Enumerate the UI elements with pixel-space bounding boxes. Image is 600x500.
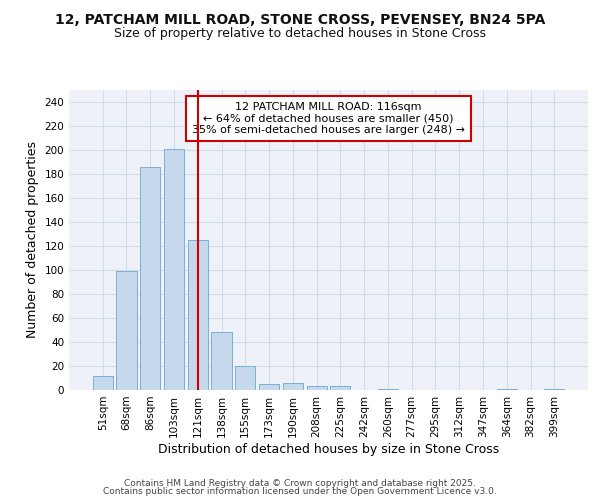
Bar: [378, 389, 398, 390]
Bar: [140, 167, 160, 390]
Text: Contains HM Land Registry data © Crown copyright and database right 2025.: Contains HM Land Registry data © Crown c…: [124, 478, 476, 488]
Text: Size of property relative to detached houses in Stone Cross: Size of property relative to detached ho…: [114, 28, 486, 40]
Bar: [497, 389, 517, 390]
X-axis label: Distribution of detached houses by size in Stone Cross: Distribution of detached houses by size …: [158, 442, 499, 456]
Bar: [188, 240, 208, 390]
Bar: [92, 376, 113, 390]
Bar: [283, 383, 303, 390]
Bar: [330, 386, 350, 390]
Bar: [307, 386, 327, 390]
Bar: [116, 271, 137, 390]
Text: 12, PATCHAM MILL ROAD, STONE CROSS, PEVENSEY, BN24 5PA: 12, PATCHAM MILL ROAD, STONE CROSS, PEVE…: [55, 12, 545, 26]
Text: Contains public sector information licensed under the Open Government Licence v3: Contains public sector information licen…: [103, 487, 497, 496]
Bar: [544, 389, 565, 390]
Bar: [211, 332, 232, 390]
Bar: [235, 366, 256, 390]
Y-axis label: Number of detached properties: Number of detached properties: [26, 142, 39, 338]
Bar: [259, 384, 279, 390]
Bar: [164, 149, 184, 390]
Text: 12 PATCHAM MILL ROAD: 116sqm
← 64% of detached houses are smaller (450)
35% of s: 12 PATCHAM MILL ROAD: 116sqm ← 64% of de…: [192, 102, 465, 135]
